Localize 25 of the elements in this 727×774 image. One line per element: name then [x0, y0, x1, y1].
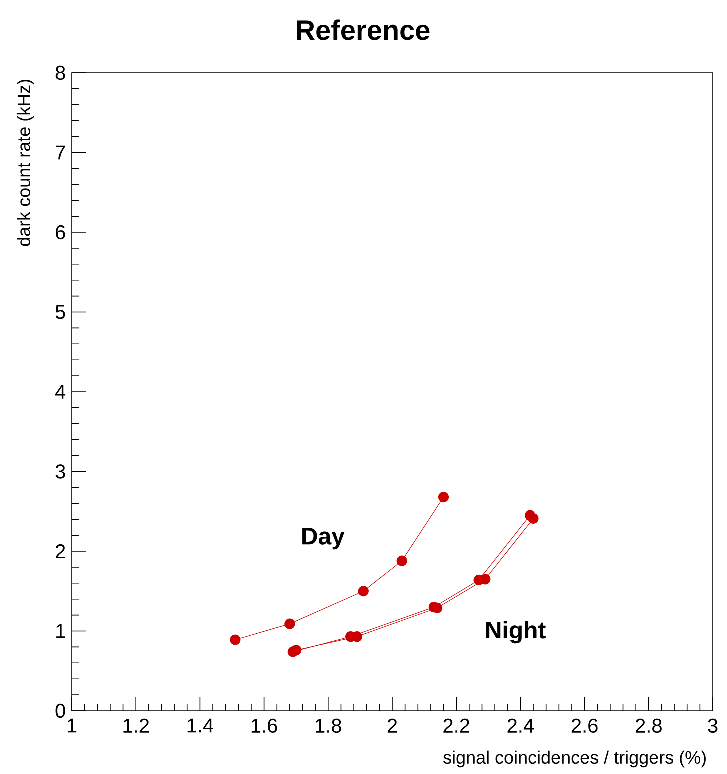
- y-tick-label: 7: [56, 146, 66, 160]
- series-label: Day: [302, 528, 345, 550]
- y-tick-label: 5: [56, 305, 66, 320]
- y-axis-title: dark count rate (kHz): [17, 80, 34, 246]
- y-tick-label: 8: [56, 66, 66, 80]
- x-tick-label: 1.4: [188, 718, 214, 733]
- x-tick-label: 1.6: [252, 718, 278, 734]
- y-tick-label: 6: [56, 225, 66, 240]
- x-tick-label: 2.8: [636, 718, 662, 734]
- y-tick-label: 0: [56, 704, 66, 718]
- series-label: Night: [486, 621, 546, 644]
- y-tick-label: 2: [56, 544, 66, 558]
- x-tick-label: 1: [68, 718, 77, 733]
- x-tick-label: 1.2: [124, 718, 150, 733]
- x-tick-label: 1.8: [316, 718, 342, 734]
- y-tick-label: 4: [55, 385, 66, 399]
- x-tick-label: 2.4: [508, 718, 534, 733]
- y-tick-label: 3: [56, 464, 66, 479]
- x-tick-label: 2.6: [572, 718, 598, 734]
- x-tick-label: 3: [708, 718, 718, 734]
- x-tick-label: 2.2: [444, 718, 470, 733]
- chart-title: Reference: [297, 20, 430, 40]
- y-tick-label: 1: [56, 624, 66, 638]
- x-axis-title: signal coincidences / triggers (%): [444, 750, 706, 768]
- x-tick-label: 2: [388, 718, 398, 733]
